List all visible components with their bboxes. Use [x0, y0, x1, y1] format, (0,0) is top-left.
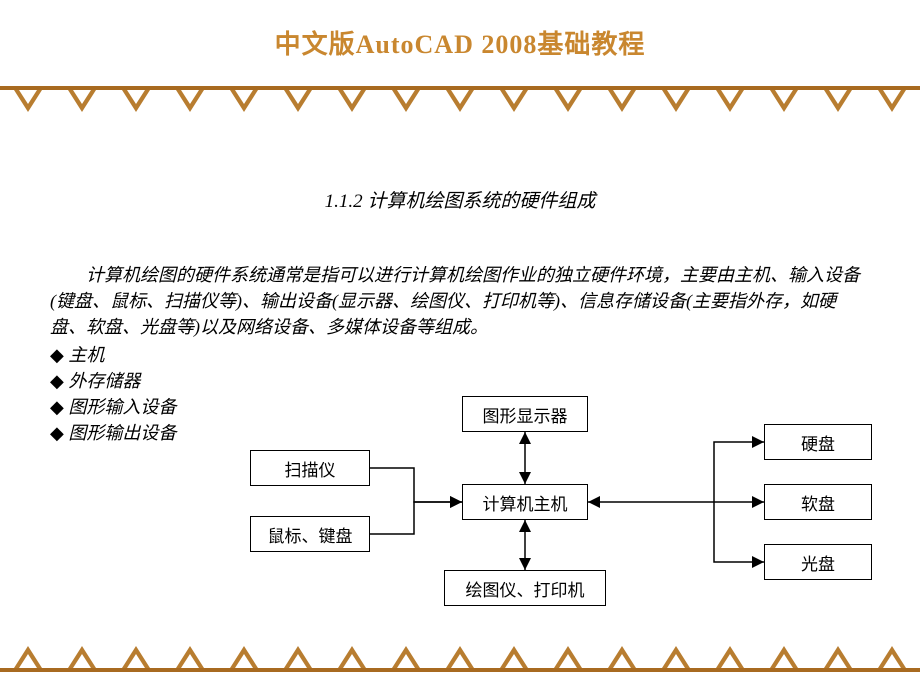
triangle-icon [122, 646, 150, 668]
triangle-row-top [14, 90, 906, 112]
node-hdd: 硬盘 [764, 424, 872, 460]
triangle-icon [14, 646, 42, 668]
border-line-bottom [0, 668, 920, 672]
bullet-item: 外存储器 [50, 368, 176, 394]
body-paragraph: 计算机绘图的硬件系统通常是指可以进行计算机绘图作业的独立硬件环境，主要由主机、输… [50, 262, 870, 340]
bullet-item: 图形输出设备 [50, 420, 176, 446]
node-cd: 光盘 [764, 544, 872, 580]
triangle-icon [176, 646, 204, 668]
node-plotter: 绘图仪、打印机 [444, 570, 606, 606]
bullet-list: 主机外存储器图形输入设备图形输出设备 [50, 342, 176, 446]
decorative-border-bottom [0, 644, 920, 672]
node-scanner: 扫描仪 [250, 450, 370, 486]
triangle-icon [824, 646, 852, 668]
triangle-icon [338, 90, 366, 112]
node-display: 图形显示器 [462, 396, 588, 432]
triangle-icon [608, 646, 636, 668]
triangle-icon [338, 646, 366, 668]
triangle-icon [230, 90, 258, 112]
edge-bus-hdd [714, 442, 764, 502]
triangle-icon [716, 90, 744, 112]
hardware-diagram: 扫描仪鼠标、键盘 图形显示器计算机主机绘图仪、打印机 硬盘软盘光盘 [244, 392, 880, 618]
triangle-icon [770, 646, 798, 668]
triangle-icon [446, 646, 474, 668]
edge-bus-cd [714, 502, 764, 562]
triangle-icon [554, 646, 582, 668]
edge-mouse_kb-host [370, 502, 462, 534]
triangle-icon [770, 90, 798, 112]
triangle-icon [284, 646, 312, 668]
triangle-icon [824, 90, 852, 112]
triangle-icon [500, 90, 528, 112]
page-title: 中文版AutoCAD 2008基础教程 [0, 0, 920, 61]
triangle-icon [500, 646, 528, 668]
triangle-icon [392, 90, 420, 112]
bullet-item: 主机 [50, 342, 176, 368]
triangle-icon [176, 90, 204, 112]
triangle-icon [392, 646, 420, 668]
triangle-icon [14, 90, 42, 112]
triangle-icon [122, 90, 150, 112]
triangle-icon [284, 90, 312, 112]
triangle-icon [230, 646, 258, 668]
decorative-border-top [0, 86, 920, 114]
bullet-item: 图形输入设备 [50, 394, 176, 420]
section-heading: 1.1.2 计算机绘图系统的硬件组成 [0, 186, 920, 213]
node-host: 计算机主机 [462, 484, 588, 520]
node-fdd: 软盘 [764, 484, 872, 520]
triangle-icon [554, 90, 582, 112]
triangle-icon [68, 90, 96, 112]
triangle-icon [608, 90, 636, 112]
triangle-row-bottom [14, 646, 906, 668]
triangle-icon [878, 90, 906, 112]
node-mouse_kb: 鼠标、键盘 [250, 516, 370, 552]
edge-scanner-host [370, 468, 462, 502]
triangle-icon [68, 646, 96, 668]
triangle-icon [662, 90, 690, 112]
triangle-icon [878, 646, 906, 668]
triangle-icon [716, 646, 744, 668]
triangle-icon [662, 646, 690, 668]
triangle-icon [446, 90, 474, 112]
